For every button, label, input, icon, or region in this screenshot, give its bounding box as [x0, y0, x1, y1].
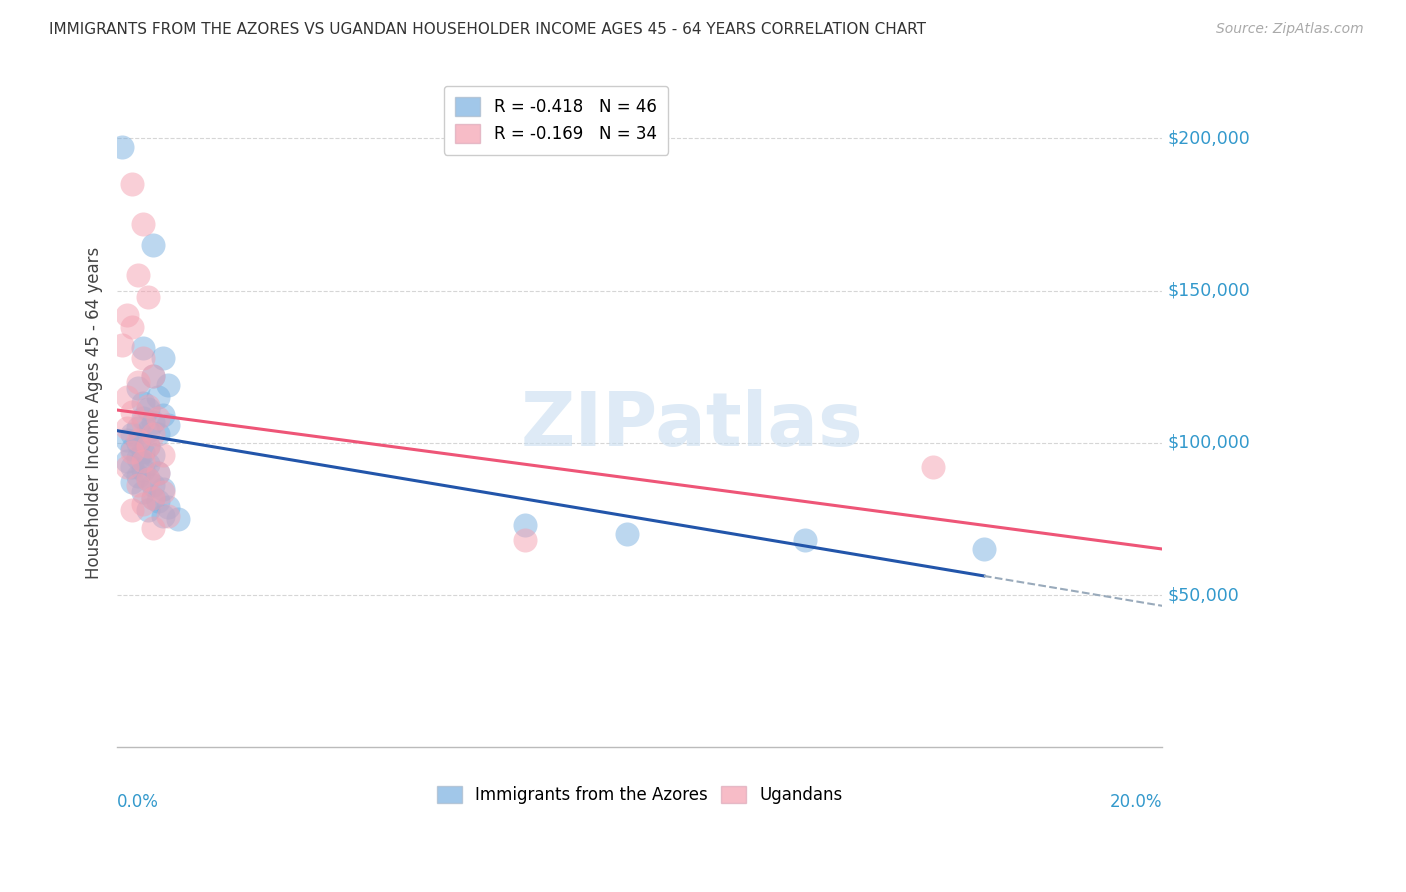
Point [131, 415, 153, 429]
Y-axis label: Householder Income Ages 45 - 64 years: Householder Income Ages 45 - 64 years [86, 246, 103, 579]
Point [121, 405, 143, 419]
Point [152, 448, 174, 462]
Point [121, 460, 143, 475]
Legend: Immigrants from the Azores, Ugandans: Immigrants from the Azores, Ugandans [429, 778, 851, 813]
Point [127, 375, 149, 389]
Point [513, 518, 536, 533]
Point [616, 527, 638, 541]
Point [513, 533, 536, 548]
Point [117, 420, 139, 434]
Point [136, 439, 159, 453]
Point [127, 420, 149, 434]
Point [127, 433, 149, 447]
Point [142, 491, 165, 505]
Point [121, 445, 143, 459]
Point [131, 445, 153, 459]
Text: IMMIGRANTS FROM THE AZORES VS UGANDAN HOUSEHOLDER INCOME AGES 45 - 64 YEARS CORR: IMMIGRANTS FROM THE AZORES VS UGANDAN HO… [49, 22, 927, 37]
Point [794, 533, 817, 548]
Point [131, 217, 153, 231]
Point [136, 439, 159, 453]
Point [111, 140, 134, 154]
Point [142, 491, 165, 505]
Point [127, 268, 149, 283]
Point [131, 396, 153, 410]
Point [146, 411, 169, 425]
Point [136, 424, 159, 438]
Point [142, 368, 165, 383]
Point [146, 390, 169, 404]
Point [121, 475, 143, 490]
Text: 0.0%: 0.0% [117, 793, 159, 811]
Point [146, 467, 169, 481]
Point [146, 493, 169, 508]
Point [142, 415, 165, 429]
Point [152, 351, 174, 365]
Point [157, 417, 180, 432]
Point [131, 454, 153, 468]
Point [117, 454, 139, 468]
Point [157, 508, 180, 523]
Point [117, 390, 139, 404]
Point [121, 442, 143, 456]
Point [152, 482, 174, 496]
Point [922, 460, 945, 475]
Point [127, 451, 149, 466]
Point [136, 472, 159, 486]
Text: $200,000: $200,000 [1167, 129, 1250, 147]
Point [152, 508, 174, 523]
Text: $50,000: $50,000 [1167, 586, 1239, 604]
Point [117, 460, 139, 475]
Point [136, 402, 159, 417]
Point [117, 433, 139, 447]
Text: $100,000: $100,000 [1167, 434, 1250, 452]
Point [136, 472, 159, 486]
Text: $150,000: $150,000 [1167, 282, 1250, 300]
Text: ZIPatlas: ZIPatlas [520, 389, 863, 462]
Point [121, 320, 143, 334]
Point [131, 484, 153, 499]
Point [127, 469, 149, 483]
Point [136, 457, 159, 471]
Point [127, 435, 149, 450]
Point [131, 497, 153, 511]
Point [973, 542, 995, 557]
Point [131, 463, 153, 477]
Point [146, 467, 169, 481]
Point [142, 368, 165, 383]
Point [152, 409, 174, 423]
Point [167, 512, 190, 526]
Point [111, 338, 134, 352]
Point [157, 500, 180, 514]
Point [121, 503, 143, 517]
Point [157, 378, 180, 392]
Point [131, 411, 153, 425]
Point [136, 290, 159, 304]
Text: Source: ZipAtlas.com: Source: ZipAtlas.com [1216, 22, 1364, 37]
Point [142, 426, 165, 441]
Point [127, 381, 149, 395]
Point [117, 308, 139, 322]
Point [121, 426, 143, 441]
Point [131, 342, 153, 356]
Point [121, 177, 143, 191]
Point [142, 521, 165, 535]
Point [127, 478, 149, 492]
Point [136, 399, 159, 413]
Point [131, 351, 153, 365]
Text: 20.0%: 20.0% [1109, 793, 1163, 811]
Point [146, 426, 169, 441]
Point [152, 484, 174, 499]
Point [142, 448, 165, 462]
Point [142, 238, 165, 252]
Point [136, 503, 159, 517]
Point [142, 478, 165, 492]
